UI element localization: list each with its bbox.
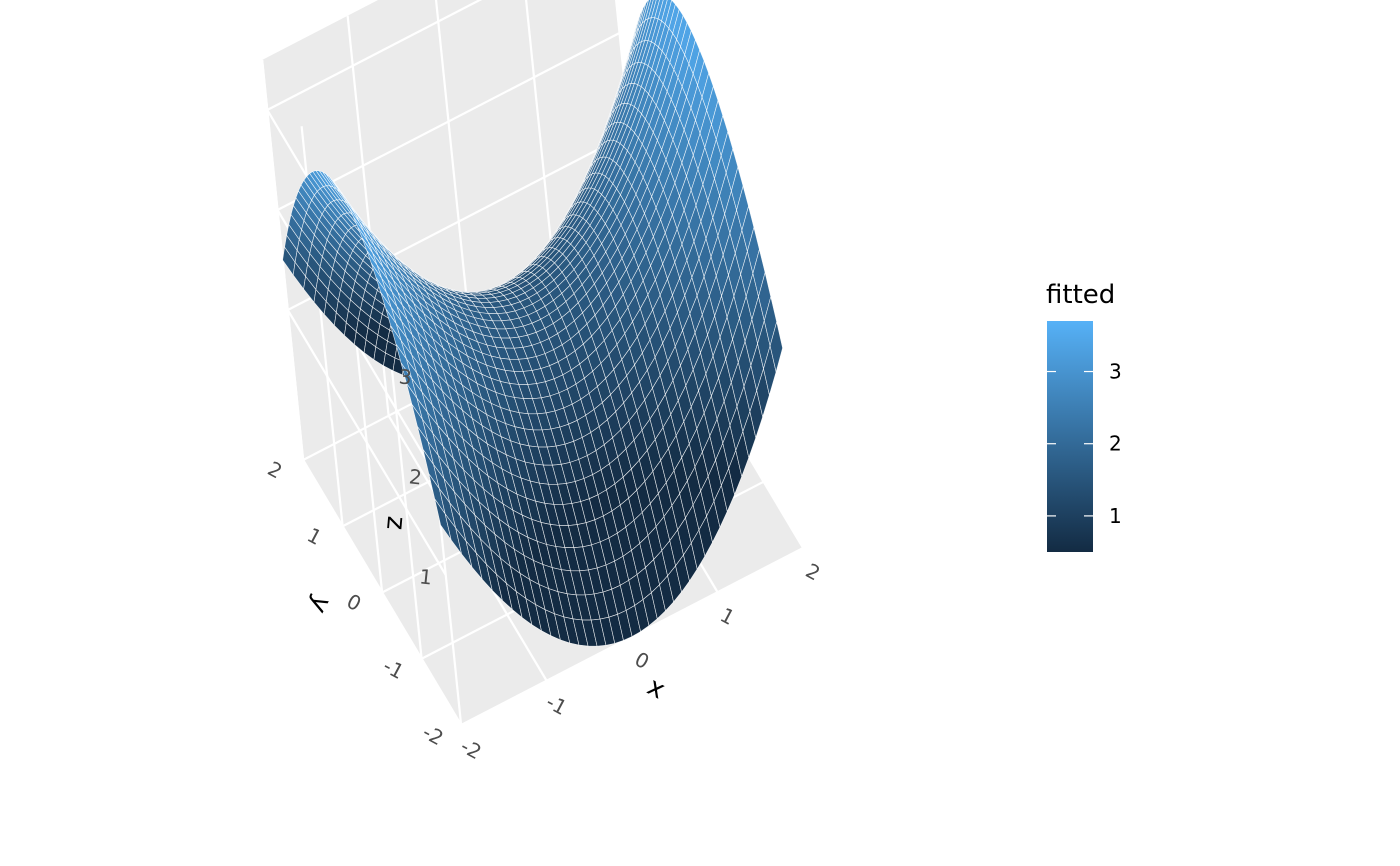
z-tick-label: 2 <box>408 464 423 489</box>
surface-layer <box>282 0 783 647</box>
x-tick-label: 0 <box>631 647 654 674</box>
x-axis-title: x <box>642 672 670 706</box>
legend: fitted 1 2 3 <box>1046 280 1122 552</box>
back-gridline-z <box>266 0 483 111</box>
y-tick-label: -1 <box>379 654 408 685</box>
side-gridline-z <box>286 309 447 576</box>
legend-label: 1 <box>1109 504 1122 528</box>
legend-ticks: 1 2 3 <box>1047 360 1122 528</box>
z-tick-label: 1 <box>418 564 433 589</box>
surface-facet <box>769 321 783 372</box>
z-axis-title: z <box>380 515 411 531</box>
x-tick-label: -2 <box>457 734 486 765</box>
z-tick-label: 3 <box>398 364 413 389</box>
y-tick-label: 1 <box>303 523 326 550</box>
legend-label: 3 <box>1109 360 1122 384</box>
x-tick-label: 2 <box>802 558 825 585</box>
y-tick-label: 0 <box>343 589 366 616</box>
x-tick-label: -1 <box>542 690 571 721</box>
legend-label: 2 <box>1109 432 1122 456</box>
x-tick-label: 1 <box>716 603 739 630</box>
back-gridline-z <box>276 32 621 211</box>
y-tick-label: -2 <box>419 720 448 751</box>
y-tick-label: 2 <box>264 456 287 483</box>
legend-colorbar <box>1047 321 1093 552</box>
legend-title: fitted <box>1046 280 1115 310</box>
y-axis-title: y <box>303 591 337 619</box>
